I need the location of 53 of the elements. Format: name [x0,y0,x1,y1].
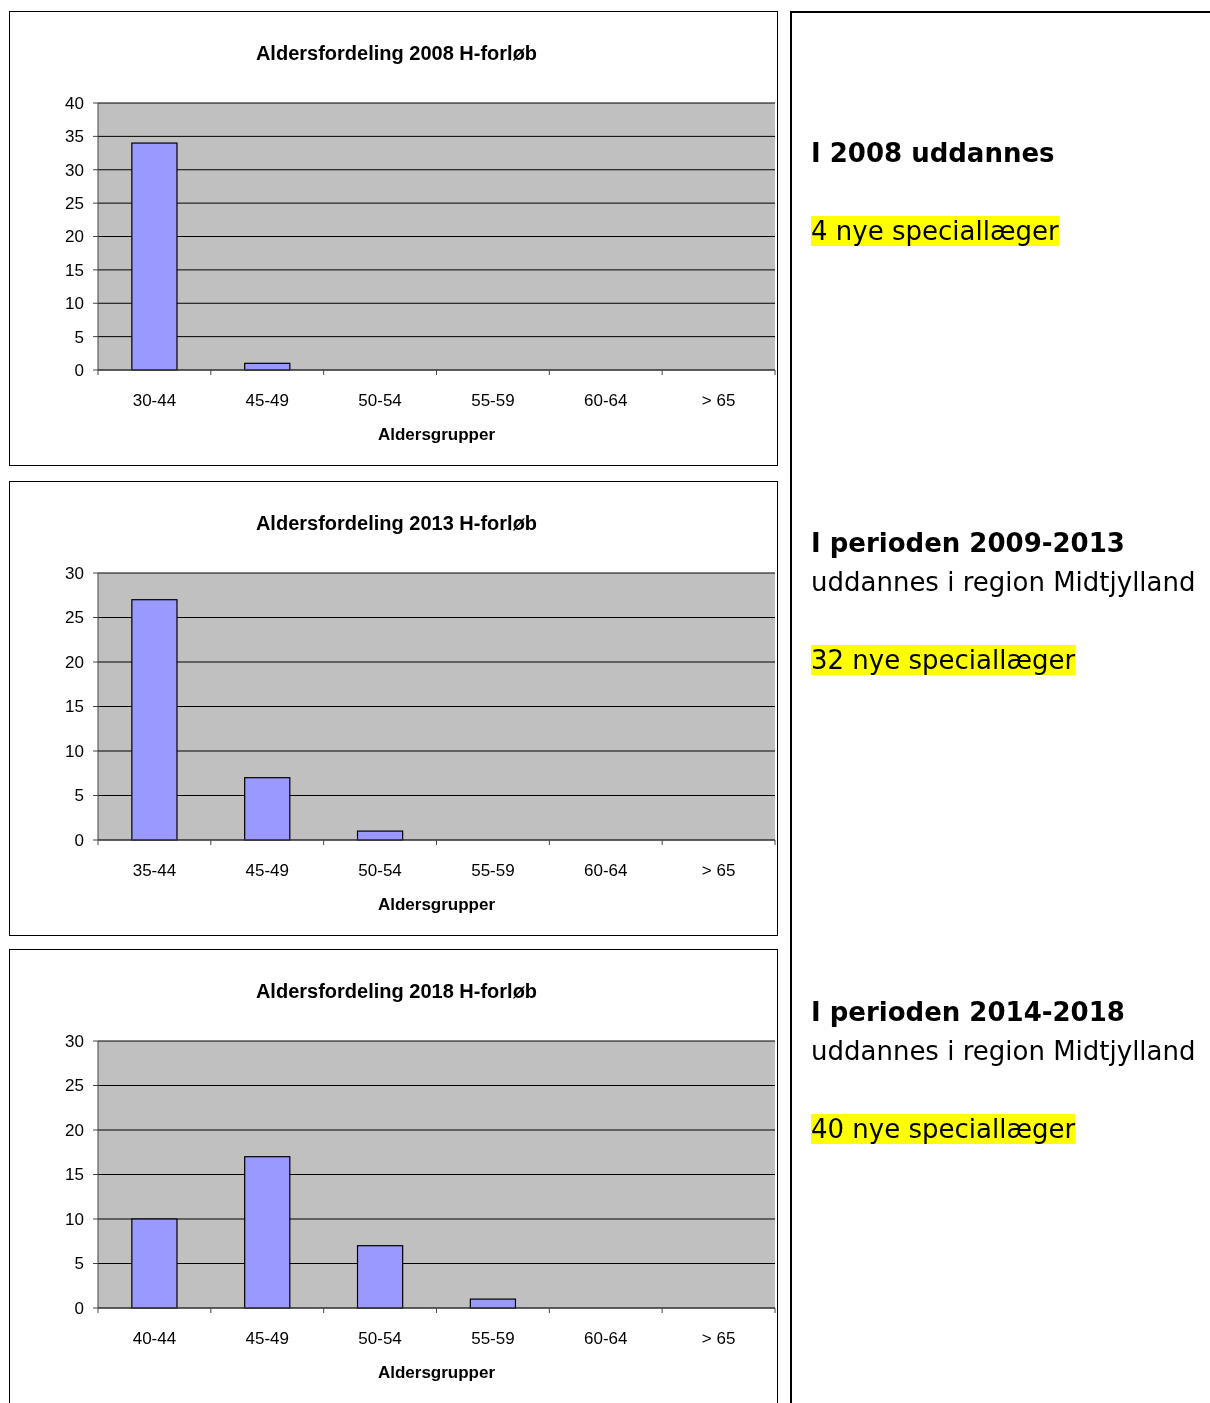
y-tick-label: 20 [65,652,84,672]
y-tick-label: 25 [65,608,84,628]
x-tick-label: > 65 [701,391,736,410]
y-tick-label: 40 [65,93,84,113]
x-tick-label: 50-54 [358,1329,402,1348]
y-tick-label: 10 [65,294,84,314]
y-tick-label: 20 [65,1120,84,1140]
x-tick-label: 60-64 [584,1329,628,1348]
text: uddannes i region Midtjylland [811,1035,1196,1068]
chart-title: Aldersfordeling 2018 H-forløb [255,980,538,1002]
text: I perioden 2014-2018 [811,996,1126,1029]
x-tick-label: 60-64 [584,861,628,880]
y-tick-label: 5 [74,327,84,347]
chart-title: Aldersfordeling 2013 H-forløb [255,512,538,534]
y-tick-label: 0 [74,830,84,850]
chart-title: Aldersfordeling 2008 H-forløb [255,42,538,64]
y-tick-label: 5 [74,786,84,806]
y-tick-label: 25 [65,1076,84,1096]
y-tick-label: 15 [65,260,84,280]
y-tick-label: 0 [74,360,84,380]
y-tick-label: 15 [65,697,84,717]
y-tick-label: 10 [65,1209,84,1229]
x-tick-label: 50-54 [358,391,402,410]
y-tick-label: 35 [65,127,84,147]
x-axis-title: Aldersgrupper [377,425,496,444]
y-tick-label: 30 [65,563,84,583]
x-tick-label: 55-59 [471,391,515,410]
y-tick-label: 25 [65,194,84,214]
y-tick-label: 30 [65,1031,84,1051]
y-tick-label: 20 [65,227,84,247]
text: uddannes i region Midtjylland [811,566,1196,599]
y-tick-label: 30 [65,160,84,180]
x-tick-label: > 65 [701,1329,736,1348]
x-tick-label: 50-54 [358,861,402,880]
x-tick-label: 45-49 [245,391,289,410]
x-axis-title: Aldersgrupper [377,1363,496,1382]
x-tick-label: 55-59 [471,1329,515,1348]
y-tick-label: 5 [74,1254,84,1274]
x-tick-label: 45-49 [245,1329,289,1348]
x-tick-label: 40-44 [132,1329,177,1348]
x-tick-label: 35-44 [132,861,177,880]
x-tick-label: > 65 [701,861,736,880]
text: I 2008 uddannes [811,137,1056,170]
x-axis-title: Aldersgrupper [377,895,496,914]
x-tick-label: 60-64 [584,391,628,410]
x-tick-label: 55-59 [471,861,515,880]
text: 4 nye speciallæger [811,216,1059,246]
y-tick-label: 0 [74,1298,84,1318]
text: I perioden 2009-2013 [811,527,1126,560]
x-tick-label: 45-49 [245,861,289,880]
y-tick-label: 10 [65,741,84,761]
x-tick-label: 30-44 [132,391,177,410]
y-tick-label: 15 [65,1165,84,1185]
